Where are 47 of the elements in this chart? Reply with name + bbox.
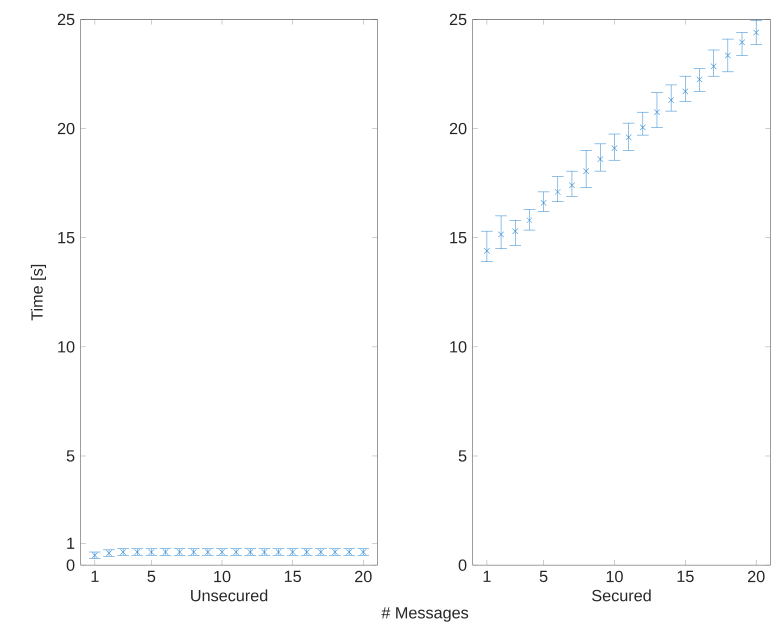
- point: [540, 200, 547, 206]
- x-tick-label: 5: [148, 570, 156, 582]
- y-tick-label: 10: [450, 340, 466, 352]
- y-tick-label: 0: [66, 559, 74, 571]
- x-tick-label: 10: [214, 570, 230, 582]
- y-tick-label: 0: [458, 559, 466, 571]
- point: [597, 156, 604, 162]
- y-tick-label: 20: [450, 122, 466, 134]
- x-axis-title: Unsecured: [191, 589, 268, 602]
- x-axis-title: Secured: [592, 589, 651, 602]
- y-tick-label: 10: [58, 340, 74, 352]
- y-tick-label: 5: [66, 450, 74, 462]
- point: [668, 97, 674, 104]
- point: [696, 76, 703, 82]
- y-tick-label: 1: [67, 538, 74, 549]
- point: [682, 88, 688, 94]
- y-tick-label: 25: [450, 14, 466, 26]
- y-tick-label: 20: [58, 122, 74, 134]
- x-tick-label: 20: [748, 570, 765, 582]
- point: [739, 39, 746, 46]
- point: [583, 168, 590, 174]
- y-tick-label: 15: [450, 232, 466, 244]
- point: [753, 29, 760, 36]
- x-tick-label: 5: [540, 570, 548, 582]
- y-tick-label: 15: [58, 232, 74, 244]
- y-axis-title: Time [s]: [30, 264, 46, 320]
- x-tick-label: 20: [355, 570, 372, 582]
- point: [710, 63, 717, 70]
- point: [512, 228, 518, 234]
- point: [498, 231, 504, 238]
- x-tick-label: 1: [92, 570, 99, 582]
- y-tick-label: 25: [58, 14, 74, 26]
- point: [484, 248, 490, 254]
- point: [724, 52, 731, 58]
- text: # Messages: [381, 607, 468, 622]
- point: [611, 145, 618, 152]
- x-tick-label: 1: [484, 570, 491, 582]
- x-tick-label: 15: [284, 570, 301, 582]
- y-tick-label: 5: [458, 450, 466, 462]
- point: [654, 109, 660, 116]
- point: [554, 188, 561, 195]
- x-tick-label: 15: [678, 570, 694, 582]
- point: [626, 134, 632, 140]
- point: [640, 124, 646, 130]
- point: [526, 217, 532, 224]
- point: [568, 182, 575, 188]
- x-tick-label: 10: [606, 570, 623, 582]
